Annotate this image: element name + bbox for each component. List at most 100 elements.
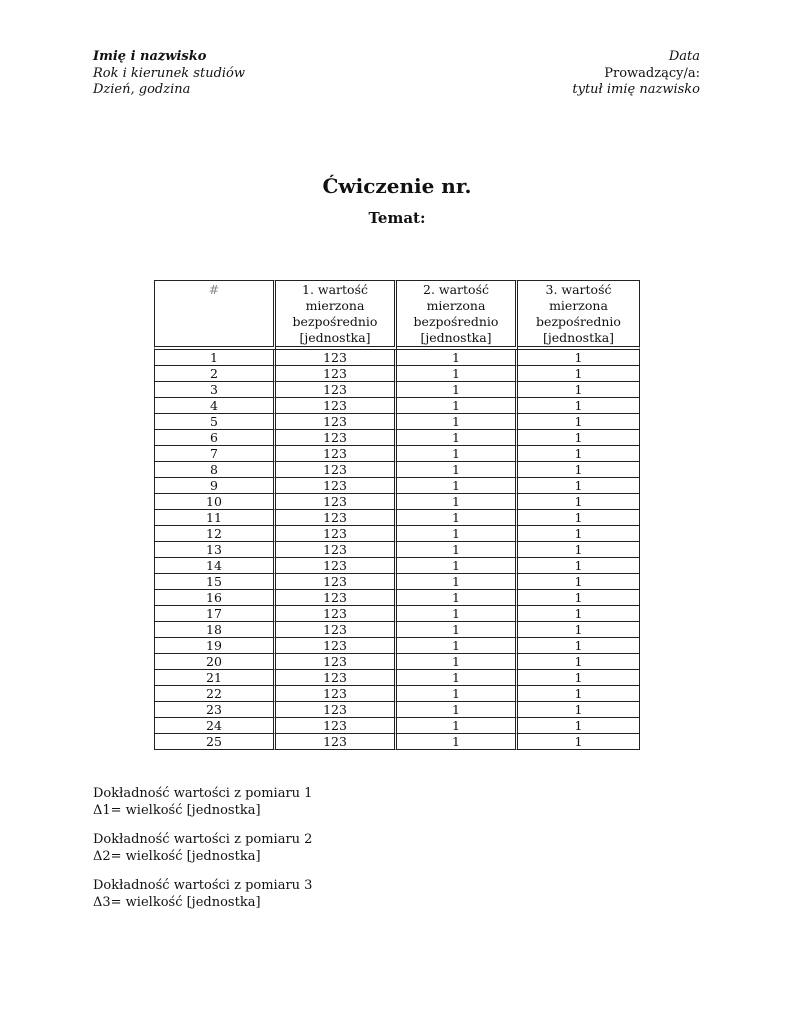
- table-row: 2 123 1 1: [154, 366, 640, 382]
- table-cell: 6: [154, 430, 276, 446]
- table-cell: 1: [518, 382, 640, 398]
- table-cell: 1: [518, 398, 640, 414]
- table-cell: 123: [276, 622, 397, 638]
- table-cell: 123: [276, 526, 397, 542]
- table-cell: 123: [276, 398, 397, 414]
- table-cell: 13: [154, 542, 276, 558]
- table-cell: 20: [154, 654, 276, 670]
- table-row: 25 123 1 1: [154, 734, 640, 750]
- table-header-row: #1. wartość mierzona bezpośrednio [jednostk…: [154, 280, 640, 350]
- table-cell: 123: [276, 638, 397, 654]
- day-time: Dzień, godzina: [93, 82, 191, 97]
- table-row: 17 123 1 1: [154, 606, 640, 622]
- table-cell: 1: [518, 558, 640, 574]
- table-cell: 14: [154, 558, 276, 574]
- table-cell: 7: [154, 446, 276, 462]
- table-cell: 1: [397, 414, 518, 430]
- table-row: 6 123 1 1: [154, 430, 640, 446]
- instructor-label: Prowadzący/a:: [604, 65, 700, 81]
- table-cell: 1: [518, 430, 640, 446]
- table-row: 24 123 1 1: [154, 718, 640, 734]
- table-row: 11 123 1 1: [154, 510, 640, 526]
- table-row: 7 123 1 1: [154, 446, 640, 462]
- table-cell: 15: [154, 574, 276, 590]
- instructor-info: Data Prowadzący/a: tytuł imię nazwisko: [572, 49, 700, 99]
- table-cell: 1: [518, 718, 640, 734]
- table-cell: 1: [397, 542, 518, 558]
- table-cell: 123: [276, 414, 397, 430]
- header-line: 3. wartość: [545, 282, 612, 297]
- table-cell: 123: [276, 366, 397, 382]
- table-cell: 1: [518, 478, 640, 494]
- table-cell: 4: [154, 398, 276, 414]
- student-name: Imię i nazwisko: [93, 49, 207, 64]
- table-cell: 123: [276, 462, 397, 478]
- table-cell: 123: [276, 718, 397, 734]
- table-cell: 1: [397, 446, 518, 462]
- header-line: mierzona: [305, 298, 365, 313]
- table-cell: 1: [397, 526, 518, 542]
- table-cell: 123: [276, 446, 397, 462]
- accuracy-note-2: Dokładność wartości z pomiaru 2 Δ2= wielk…: [93, 832, 312, 865]
- header-line: [jednostka]: [542, 330, 615, 345]
- table-cell: 1: [518, 670, 640, 686]
- table-cell: 1: [397, 574, 518, 590]
- table-row: 22 123 1 1: [154, 686, 640, 702]
- note-label: Dokładność wartości z pomiaru 1: [93, 786, 313, 801]
- table-row: 14 123 1 1: [154, 558, 640, 574]
- table-cell: 1: [397, 622, 518, 638]
- table-cell: 1: [518, 494, 640, 510]
- measurement-table: #1. wartość mierzona bezpośrednio [jednostk…: [154, 280, 640, 750]
- table-cell: 1: [518, 510, 640, 526]
- header-line: [jednostka]: [420, 330, 492, 345]
- header-line: bezpośrednio: [292, 314, 378, 329]
- table-cell: 1: [154, 350, 276, 366]
- note-value: Δ3= wielkość [jednostka]: [93, 894, 261, 910]
- table-cell: 1: [518, 574, 640, 590]
- table-row: 12 123 1 1: [154, 526, 640, 542]
- table-row: 13 123 1 1: [154, 542, 640, 558]
- table-cell: 21: [154, 670, 276, 686]
- instructor-name: tytuł imię nazwisko: [572, 82, 700, 97]
- date: Data: [668, 49, 700, 64]
- table-row: 1 123 1 1: [154, 350, 640, 366]
- table-cell: 1: [397, 494, 518, 510]
- table-row: 20 123 1 1: [154, 654, 640, 670]
- page-title: Ćwiczenie nr.: [322, 174, 472, 198]
- accuracy-notes: Dokładność wartości z pomiaru 1 Δ1= wielk…: [93, 786, 312, 924]
- table-cell: 123: [276, 542, 397, 558]
- note-label: Dokładność wartości z pomiaru 3: [93, 878, 313, 893]
- table-cell: 1: [518, 542, 640, 558]
- table-row: 4 123 1 1: [154, 398, 640, 414]
- header-line: 2. wartość: [423, 282, 489, 297]
- table-cell: 123: [276, 670, 397, 686]
- table-cell: 1: [397, 398, 518, 414]
- table-cell: 123: [276, 686, 397, 702]
- table-cell: 1: [518, 638, 640, 654]
- table-cell: 23: [154, 702, 276, 718]
- table-cell: 1: [518, 622, 640, 638]
- note-value: Δ2= wielkość [jednostka]: [93, 848, 261, 864]
- column-header: #: [154, 280, 276, 350]
- study-year-field: Rok i kierunek studiów: [93, 65, 246, 81]
- table-cell: 11: [154, 510, 276, 526]
- page-subtitle: Temat:: [368, 209, 426, 227]
- table-cell: 1: [397, 670, 518, 686]
- column-header: 1. wartość mierzona bezpośrednio [jednostka…: [276, 280, 397, 350]
- table-row: 18 123 1 1: [154, 622, 640, 638]
- table-cell: 123: [276, 558, 397, 574]
- accuracy-note-1: Dokładność wartości z pomiaru 1 Δ1= wielk…: [93, 786, 312, 819]
- table-cell: 123: [276, 478, 397, 494]
- table-cell: 123: [276, 702, 397, 718]
- table-cell: 16: [154, 590, 276, 606]
- table-cell: 123: [276, 350, 397, 366]
- table-cell: 19: [154, 638, 276, 654]
- table-cell: 123: [276, 494, 397, 510]
- table-cell: 1: [397, 430, 518, 446]
- table-cell: 1: [518, 606, 640, 622]
- header-line: mierzona: [426, 298, 486, 313]
- table-cell: 22: [154, 686, 276, 702]
- table-row: 15 123 1 1: [154, 574, 640, 590]
- table-cell: 1: [397, 638, 518, 654]
- table-cell: 9: [154, 478, 276, 494]
